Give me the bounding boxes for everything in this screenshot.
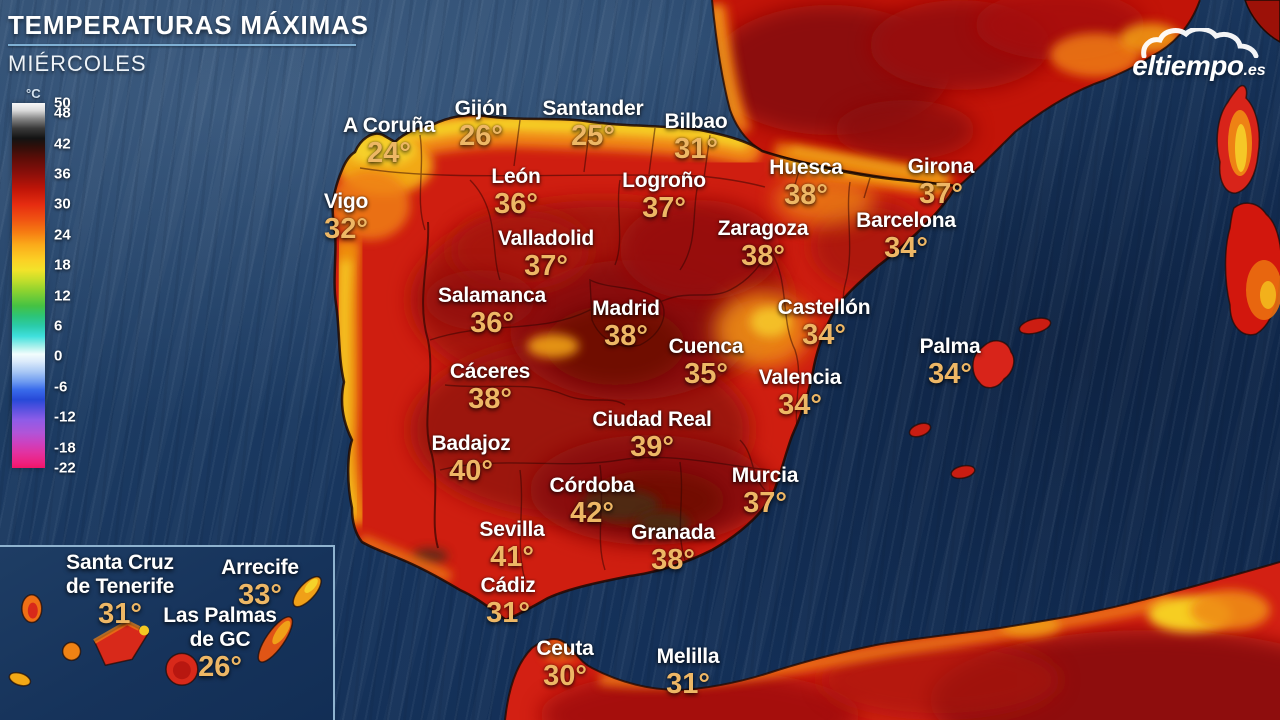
legend-color-bar bbox=[12, 103, 45, 468]
title-underline bbox=[8, 44, 356, 46]
legend-tick: 6 bbox=[54, 317, 63, 335]
legend-tick: -6 bbox=[54, 378, 68, 396]
page-subtitle: MIÉRCOLES bbox=[8, 51, 147, 76]
island-el-hierro bbox=[8, 671, 32, 687]
legend-tick-labels: 50 48 42 36 30 24 18 12 6 0 -6 -12 -18 -22 bbox=[54, 95, 98, 477]
header: TEMPERATURAS MÁXIMAS MIÉRCOLES bbox=[8, 10, 369, 77]
logo-tld-text: .es bbox=[1243, 62, 1266, 79]
legend-tick: -22 bbox=[54, 459, 76, 477]
legend-tick: 18 bbox=[54, 256, 71, 274]
legend-tick: -18 bbox=[54, 439, 76, 457]
portugal-border bbox=[422, 221, 439, 549]
italy-coast-sliver bbox=[1244, 0, 1280, 43]
logo-main-text: eltiempo bbox=[1132, 50, 1244, 81]
legend-tick: 12 bbox=[54, 287, 71, 305]
corsica-sardinia bbox=[1216, 84, 1280, 336]
legend-tick: 50 bbox=[54, 94, 71, 112]
legend-unit-label: °C bbox=[26, 86, 41, 101]
balearic-islands bbox=[908, 317, 1052, 480]
cloud-icon bbox=[1141, 28, 1259, 58]
iberia-landmass bbox=[332, 115, 956, 620]
page-title: TEMPERATURAS MÁXIMAS bbox=[8, 10, 369, 40]
legend-tick: 24 bbox=[54, 226, 71, 244]
canary-islands-map bbox=[8, 575, 322, 687]
eltiempo-logo: eltiempo.es bbox=[1126, 28, 1272, 86]
legend-tick: 30 bbox=[54, 195, 71, 213]
province-borders bbox=[359, 119, 871, 581]
island-la-gomera bbox=[61, 641, 82, 662]
legend-tick: 36 bbox=[54, 165, 71, 183]
logo-text: eltiempo.es bbox=[1126, 50, 1272, 82]
legend-tick: 48 bbox=[54, 104, 71, 122]
legend-tick: -12 bbox=[54, 408, 76, 426]
canary-islands-inset bbox=[0, 545, 335, 720]
legend-tick: 42 bbox=[54, 135, 71, 153]
legend-tick: 0 bbox=[54, 347, 63, 365]
